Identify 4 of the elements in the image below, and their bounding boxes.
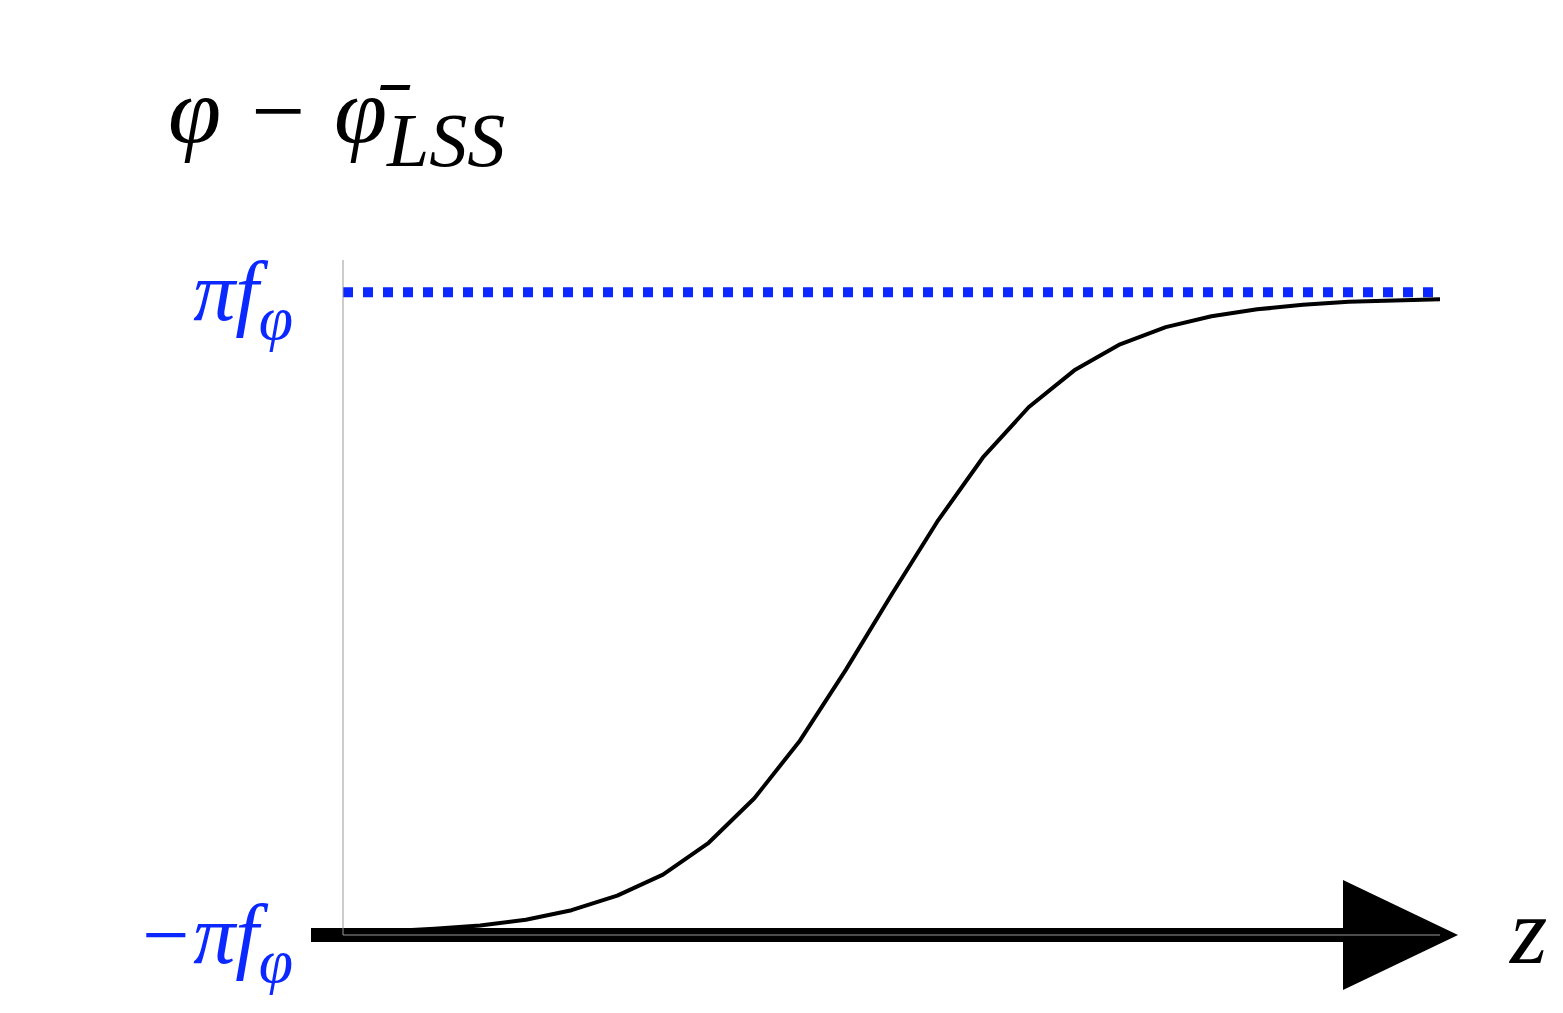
x-axis-title: z (1508, 877, 1548, 984)
chart-title: φ − φ̄$_{LSS}$ (168, 57, 506, 182)
ref-line-label: πf$_{φ}$ (193, 245, 293, 352)
text: −πf$_{φ}$ (136, 888, 293, 995)
